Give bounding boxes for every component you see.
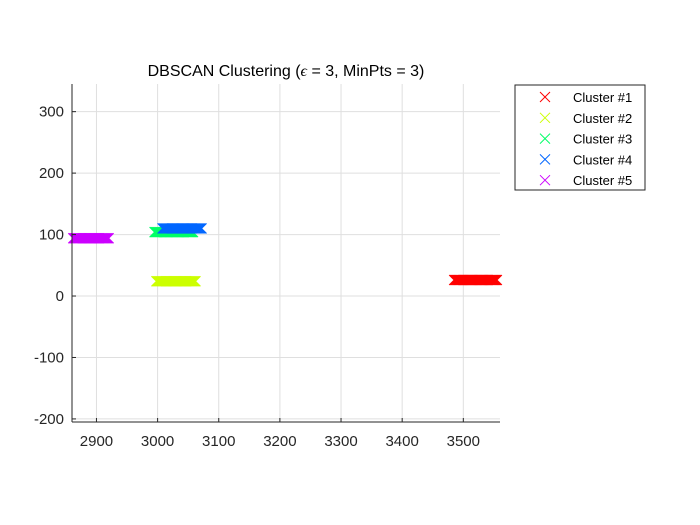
y-tick-label: -200 xyxy=(34,411,64,428)
cluster-point xyxy=(196,223,207,234)
cluster-point xyxy=(186,275,198,287)
cluster-4-points xyxy=(157,223,207,234)
legend-items: Cluster #1 Cluster #2 Cluster #3 Cluster #4… xyxy=(539,90,632,188)
cluster-point xyxy=(97,232,109,244)
x-tick-label: 3400 xyxy=(385,433,418,450)
cluster-point xyxy=(190,275,201,287)
y-tick-label: -100 xyxy=(34,349,64,366)
chart-title: DBSCAN Clustering (ϵ = 3, MinPts = 3) xyxy=(148,63,425,80)
legend-x-marker-icon xyxy=(539,91,551,103)
legend[interactable]: Cluster #1 Cluster #2 Cluster #3 Cluster #4… xyxy=(514,84,646,191)
y-tick-label: 100 xyxy=(39,227,64,244)
cluster-point xyxy=(190,223,202,234)
legend-item-cluster-5[interactable]: Cluster #5 xyxy=(539,173,632,188)
grid xyxy=(72,84,500,422)
x-tick-label: 3000 xyxy=(141,433,174,450)
legend-x-marker-icon xyxy=(539,174,551,186)
cluster-point xyxy=(188,275,200,287)
x-tick-label: 3200 xyxy=(263,433,296,450)
cluster-point xyxy=(191,223,203,234)
legend-item-cluster-4[interactable]: Cluster #4 xyxy=(539,152,632,167)
cluster-point xyxy=(194,223,206,234)
legend-label: Cluster #4 xyxy=(573,152,632,167)
cluster-point xyxy=(489,274,501,286)
cluster-point xyxy=(187,275,199,287)
cluster-point xyxy=(488,274,500,286)
cluster-point xyxy=(184,275,196,287)
legend-item-cluster-3[interactable]: Cluster #3 xyxy=(539,132,632,147)
cluster-2-points xyxy=(151,275,201,287)
cluster-point xyxy=(490,274,502,286)
x-tick-label: 2900 xyxy=(80,433,113,450)
cluster-point xyxy=(486,274,497,286)
cluster-point xyxy=(195,223,207,234)
cluster-1-points xyxy=(448,274,503,286)
chart-title-prefix: DBSCAN Clustering ( xyxy=(148,63,302,80)
cluster-point xyxy=(99,232,111,244)
chart-title-epsilon: ϵ xyxy=(301,63,308,80)
legend-label: Cluster #5 xyxy=(573,173,632,188)
chart-title-suffix: = 3, MinPts = 3) xyxy=(307,63,424,80)
axes-lines xyxy=(71,84,500,423)
cluster-point xyxy=(101,232,113,244)
cluster-point xyxy=(192,223,204,234)
x-tick-label: 3100 xyxy=(202,433,235,450)
cluster-point xyxy=(98,232,110,244)
y-tick-label: 300 xyxy=(39,104,64,121)
y-tick-labels: -200 -100 0 100 200 300 xyxy=(34,104,64,428)
axes-background xyxy=(72,84,500,422)
legend-item-cluster-2[interactable]: Cluster #2 xyxy=(539,111,632,126)
x-tick-label: 3500 xyxy=(447,433,480,450)
x-tick-labels: 2900 3000 3100 3200 3300 3400 3500 xyxy=(80,433,480,450)
x-tick-label: 3300 xyxy=(324,433,357,450)
plot-area: 2900 3000 3100 3200 3300 3400 3500 -200 -100 0 10… xyxy=(34,84,503,450)
cluster-5-points xyxy=(67,232,115,244)
legend-box xyxy=(514,84,646,191)
cluster-point xyxy=(487,274,499,286)
cluster-point xyxy=(193,223,205,234)
legend-item-cluster-1[interactable]: Cluster #1 xyxy=(539,90,632,105)
legend-x-marker-icon xyxy=(539,112,551,124)
legend-x-marker-icon xyxy=(539,154,551,165)
cluster-point xyxy=(102,232,114,244)
legend-x-marker-icon xyxy=(539,133,551,144)
cluster-point xyxy=(100,232,112,244)
cluster-point xyxy=(487,274,498,286)
cluster-point xyxy=(491,274,503,286)
cluster-point xyxy=(103,232,115,244)
legend-label: Cluster #1 xyxy=(573,90,632,105)
cluster-point xyxy=(185,275,197,287)
y-tick-label: 200 xyxy=(39,165,64,182)
markers xyxy=(67,223,503,287)
cluster-point xyxy=(189,275,200,287)
legend-label: Cluster #3 xyxy=(573,132,632,147)
y-tick-label: 0 xyxy=(56,288,64,305)
legend-label: Cluster #2 xyxy=(573,111,632,126)
